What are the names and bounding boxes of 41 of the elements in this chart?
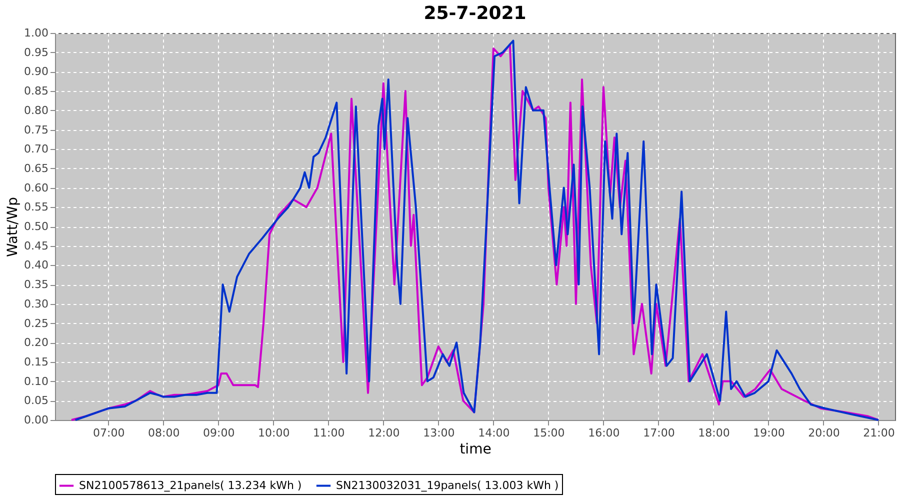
y-tick-label: 0.45 [24,239,48,252]
x-tick-label: 15:00 [533,426,565,440]
y-tick-label: 0.35 [24,278,48,292]
y-tick-label: 0.95 [24,46,48,59]
x-tick-label: 17:00 [643,426,675,440]
y-tick-label: 0.25 [24,316,48,330]
y-tick-label: 0.80 [24,104,48,117]
x-axis-title: time [460,442,492,458]
y-tick-label: 0.30 [24,297,48,310]
x-tick-label: 16:00 [588,426,620,440]
y-tick-label: 0.85 [24,84,48,98]
legend-label: SN2130032031_19panels( 13.003 kWh ) [336,478,559,492]
y-tick-label: 0.65 [24,162,48,175]
x-tick-label: 14:00 [478,426,510,440]
y-tick-label: 1.00 [24,26,48,40]
y-tick-label: 0.10 [24,374,48,388]
x-tick-label: 19:00 [753,426,785,440]
y-tick-label: 0.15 [24,355,48,368]
legend-label: SN2100578613_21panels( 13.234 kWh ) [79,478,302,492]
y-tick-label: 0.55 [24,200,48,214]
x-tick-label: 21:00 [863,426,895,440]
x-tick-label: 09:00 [203,426,235,440]
x-tick-label: 08:00 [148,426,180,440]
chart-title: 25-7-2021 [424,3,526,24]
y-tick-label: 0.90 [24,65,48,78]
y-tick-label: 0.50 [24,220,48,233]
x-tick-label: 07:00 [93,426,125,440]
y-tick-label: 0.60 [24,181,48,194]
x-tick-label: 20:00 [808,426,840,440]
x-tick-label: 10:00 [258,426,290,440]
x-tick-label: 12:00 [368,426,400,440]
x-tick-label: 11:00 [313,426,345,440]
y-tick-label: 0.00 [24,414,48,426]
y-tick-label: 0.20 [24,336,48,350]
x-tick-label: 13:00 [423,426,455,440]
y-tick-label: 0.40 [24,258,48,272]
y-tick-label: 0.70 [24,142,48,156]
y-tick-label: 0.75 [24,123,48,136]
y-tick-label: 0.05 [24,394,48,408]
x-tick-label: 18:00 [698,426,730,440]
y-axis-title: Watt/Wp [5,196,22,257]
